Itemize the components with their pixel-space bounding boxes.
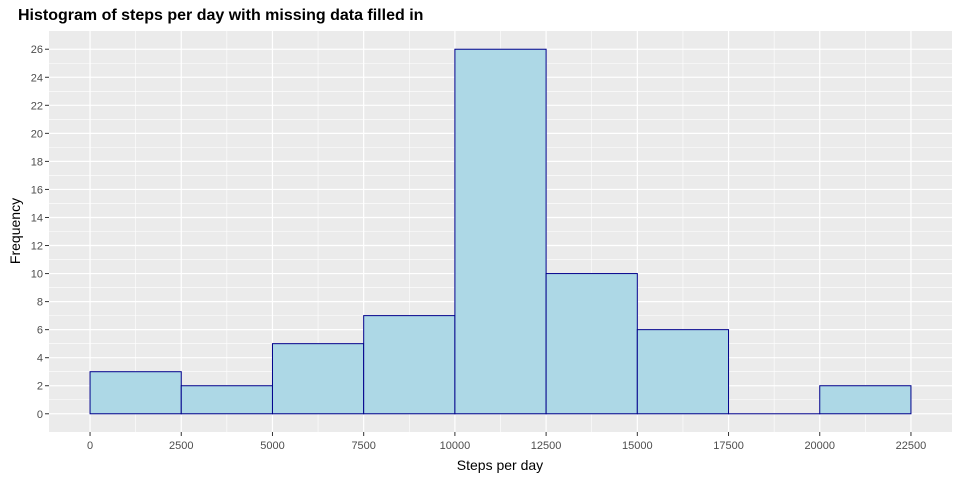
histogram-bar	[454, 48, 547, 415]
y-tick-label: 20	[31, 128, 43, 140]
histogram-bar	[636, 329, 730, 415]
x-tick-label: 5000	[260, 440, 284, 452]
y-tick-label: 14	[31, 212, 43, 224]
y-tick-label: 6	[37, 325, 43, 337]
histogram-bar	[89, 371, 182, 415]
y-tick-label: 16	[31, 184, 43, 196]
x-tick-label: 7500	[351, 440, 375, 452]
y-tick-label: 8	[37, 297, 43, 309]
y-tick-label: 0	[37, 409, 43, 421]
x-axis: 0 2500 5000 7500 10000 12500 15000 17500 20000 22…	[87, 432, 926, 452]
x-tick-label: 20000	[804, 440, 835, 452]
chart-title: Histogram of steps per day with missing …	[18, 7, 423, 24]
histogram-bar	[819, 385, 912, 415]
histogram-bar	[180, 385, 273, 415]
x-tick-label: 22500	[896, 440, 927, 452]
histogram-bar	[545, 273, 638, 415]
bars	[89, 48, 912, 415]
histogram-bar	[271, 343, 365, 415]
x-tick-label: 10000	[440, 440, 471, 452]
x-tick-label: 2500	[169, 440, 193, 452]
x-tick-label: 12500	[531, 440, 562, 452]
x-tick-label: 0	[87, 440, 93, 452]
histogram-bar	[363, 315, 456, 415]
x-axis-title: Steps per day	[457, 457, 543, 473]
y-tick-label: 2	[37, 381, 43, 393]
y-tick-label: 12	[31, 241, 43, 253]
y-axis-title: Frequency	[7, 198, 23, 264]
x-tick-label: 15000	[622, 440, 653, 452]
x-tick-label: 17500	[713, 440, 744, 452]
y-tick-label: 18	[31, 156, 43, 168]
y-tick-label: 24	[31, 72, 43, 84]
y-tick-label: 10	[31, 269, 43, 281]
y-tick-label: 22	[31, 100, 43, 112]
y-tick-label: 26	[31, 44, 43, 56]
y-tick-label: 4	[37, 353, 43, 365]
